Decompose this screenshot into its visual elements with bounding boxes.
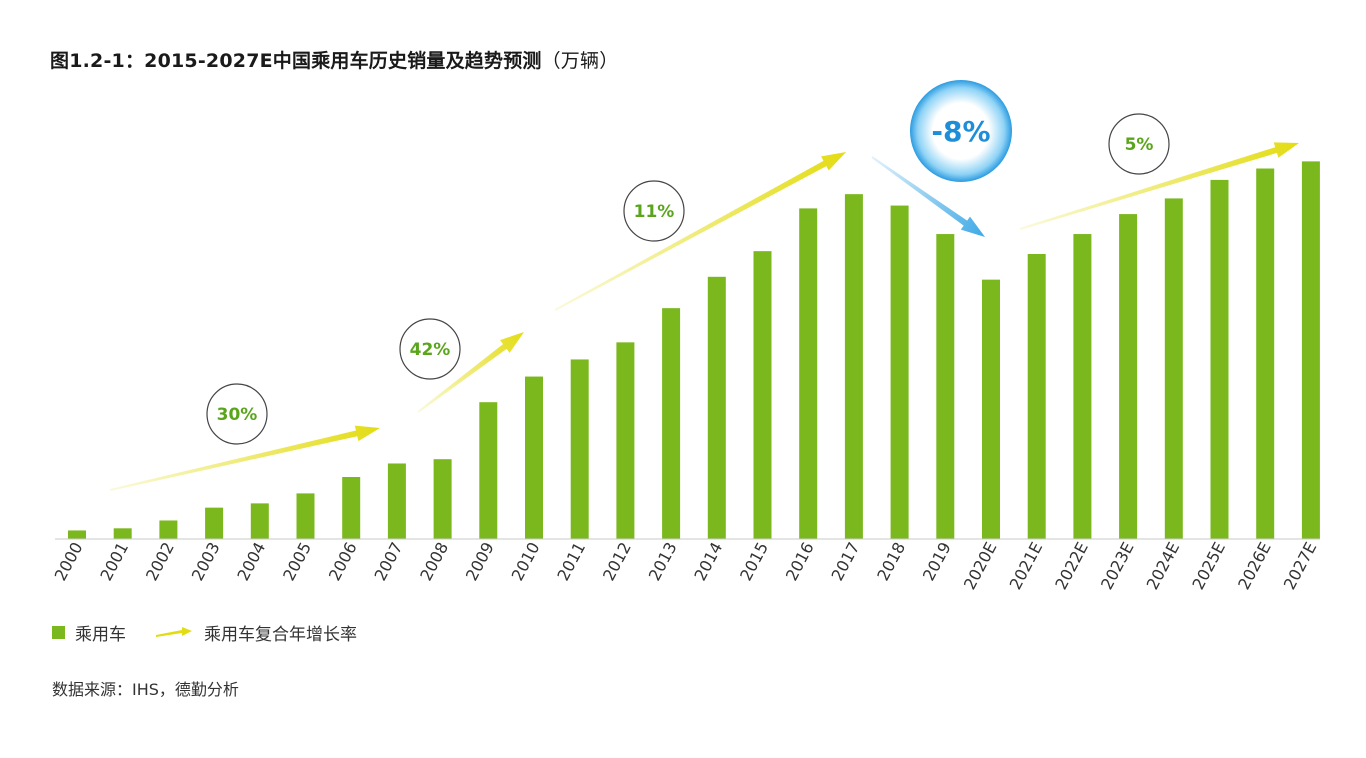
bar-2002 [159, 520, 178, 539]
bar-2025E [1210, 179, 1229, 539]
x-tick-2006: 2006 [325, 539, 361, 584]
growth-badge-42-text: 42% [410, 340, 451, 360]
bar-2020E [982, 279, 1000, 539]
growth-badge-42: 42% [399, 318, 461, 380]
x-tick-2011: 2011 [553, 539, 589, 584]
x-tick-2008: 2008 [416, 539, 452, 584]
x-tick-2025E: 2025E [1188, 539, 1229, 593]
bar-2019 [936, 234, 955, 540]
bar-2007 [387, 463, 406, 539]
x-tick-2020E: 2020E [960, 539, 1001, 593]
decline-badge: -8% [910, 80, 1012, 182]
x-tick-2016: 2016 [782, 539, 818, 584]
growth-badge-5: 5% [1108, 113, 1170, 175]
bar-2010 [525, 376, 543, 539]
x-tick-labels: 2000 2001 2002 2003 2004 2005 2006 2007 2008 2009… [51, 539, 1321, 593]
bar-2011 [570, 359, 589, 539]
bar-2005 [296, 493, 315, 539]
x-tick-2000: 2000 [51, 539, 87, 584]
bar-chart: 2000 2001 2002 2003 2004 2005 2006 2007 2008 2009… [51, 80, 1321, 593]
bar-2026E [1256, 168, 1275, 539]
bar-2008 [433, 459, 452, 539]
bar-2009 [479, 402, 498, 539]
x-tick-2007: 2007 [371, 539, 407, 584]
growth-badge-30-text: 30% [217, 405, 258, 425]
legend-item-arrow: 乘用车复合年增长率 [154, 620, 357, 645]
legend-label-arrow: 乘用车复合年增长率 [204, 625, 357, 645]
x-tick-2004: 2004 [233, 539, 269, 584]
bar-2001 [113, 528, 132, 539]
growth-arrow-2008-2010 [417, 331, 524, 413]
bar-2014 [707, 276, 726, 539]
bar-2024E [1164, 198, 1183, 540]
x-tick-2017: 2017 [828, 539, 864, 584]
legend: 乘用车 乘用车复合年增长率 [52, 620, 385, 645]
bar-2012 [616, 342, 635, 539]
bar-2021E [1027, 254, 1046, 539]
chart-title: 图1.2-1：2015-2027E中国乘用车历史销量及趋势预测（万辆） [50, 46, 618, 73]
bar-2006 [342, 477, 361, 539]
bar-2018 [890, 205, 909, 540]
legend-item-bar: 乘用车 [52, 620, 126, 645]
x-tick-2005: 2005 [279, 539, 315, 584]
growth-annotations: 30% 42% 11% -8% 5% [109, 80, 1300, 491]
x-tick-2015: 2015 [736, 539, 772, 584]
x-tick-2018: 2018 [873, 539, 909, 584]
growth-arrow-2020-2027 [1019, 142, 1300, 230]
growth-badge-5-text: 5% [1125, 135, 1154, 155]
growth-badge-11: 11% [623, 180, 685, 242]
decline-badge-text: -8% [931, 115, 990, 148]
chart-title-unit: （万辆） [541, 50, 619, 72]
x-tick-2001: 2001 [96, 539, 132, 584]
x-tick-2023E: 2023E [1097, 539, 1138, 593]
bar-2004 [250, 503, 269, 539]
bar-2015 [753, 251, 772, 539]
x-tick-2026E: 2026E [1234, 539, 1275, 593]
bar-2027E [1301, 161, 1320, 539]
x-tick-2002: 2002 [142, 539, 178, 584]
growth-badge-30: 30% [206, 383, 268, 445]
bar-2017 [844, 194, 863, 539]
x-tick-2027E: 2027E [1280, 539, 1321, 593]
x-tick-2003: 2003 [188, 539, 224, 584]
x-tick-2013: 2013 [645, 539, 681, 584]
growth-arrow-2011-2017 [554, 152, 846, 311]
arrow-icon [156, 626, 192, 637]
x-tick-2010: 2010 [508, 539, 544, 584]
bars-group [68, 161, 1320, 540]
decline-arrow-2017-2020 [871, 156, 986, 238]
bar-2000 [68, 530, 86, 539]
bar-2013 [662, 308, 681, 539]
legend-label-bar: 乘用车 [75, 625, 126, 645]
x-tick-2021E: 2021E [1006, 539, 1047, 593]
chart-title-text: 图1.2-1：2015-2027E中国乘用车历史销量及趋势预测 [50, 50, 542, 72]
bar-2003 [205, 507, 224, 539]
x-tick-2014: 2014 [690, 539, 726, 584]
x-tick-2019: 2019 [919, 539, 955, 584]
x-tick-2009: 2009 [462, 539, 498, 584]
x-tick-2022E: 2022E [1051, 539, 1092, 593]
growth-badge-11-text: 11% [634, 202, 675, 222]
x-tick-2024E: 2024E [1143, 539, 1184, 593]
growth-arrow-2000-2007 [109, 425, 380, 491]
x-tick-2012: 2012 [599, 539, 635, 584]
source-note: 数据来源：IHS，德勤分析 [52, 680, 239, 699]
bar-2022E [1073, 234, 1092, 540]
bar-2023E [1119, 214, 1138, 539]
bar-2016 [799, 208, 818, 539]
legend-swatch-bar [52, 626, 65, 639]
